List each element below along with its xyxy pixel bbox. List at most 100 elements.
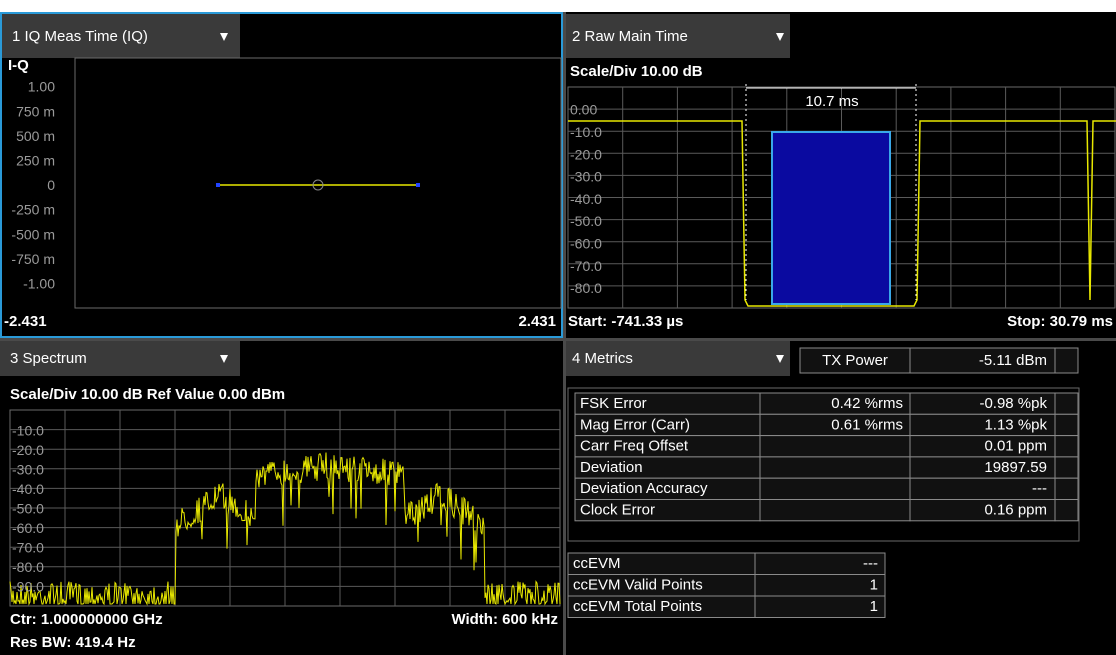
y-label: -30.0 (570, 169, 602, 185)
y-label: -20.0 (12, 442, 44, 458)
iq-point (416, 183, 420, 187)
cell (759, 456, 911, 479)
metric-value: --- (1032, 480, 1047, 497)
panel-title: 3 Spectrum (10, 350, 87, 367)
metric-rms: 0.61 %rms (831, 416, 903, 433)
cell (1054, 435, 1079, 458)
dropdown-arrow[interactable] (776, 33, 784, 41)
y-label: -750 m (11, 251, 55, 267)
panel-iq: 1 IQ Meas Time (IQ) I-Q 1.00 750 m 500 m 25… (0, 12, 563, 338)
metric-value: 19897.59 (984, 459, 1047, 476)
metric-label: Mag Error (Carr) (580, 416, 690, 433)
y-label: -20.0 (570, 146, 602, 162)
y-label: 1.00 (28, 79, 55, 95)
cell (1054, 477, 1079, 501)
cell (1054, 499, 1079, 522)
x-max: 2.431 (518, 313, 556, 330)
y-label: 0.00 (570, 102, 597, 118)
cell (759, 477, 911, 501)
panel-metrics: 4 Metrics TX Power -5.11 dBm FSK Error 0.… (566, 341, 1080, 618)
metric-label: Deviation (580, 459, 643, 476)
cell (754, 574, 886, 597)
ccevm-value: --- (863, 555, 878, 572)
plot-area (74, 57, 562, 309)
metric-rms: 0.42 %rms (831, 395, 903, 412)
scale-label: Scale/Div 10.00 dB (570, 63, 703, 80)
y-label: -70.0 (570, 258, 602, 274)
y-label: 500 m (16, 128, 55, 144)
cell (759, 435, 911, 458)
metric-label: FSK Error (580, 395, 647, 412)
y-label: -30.0 (12, 462, 44, 478)
y-label: -60.0 (570, 236, 602, 252)
x-min: -2.431 (4, 313, 47, 330)
stop-label: Stop: 30.79 ms (1007, 313, 1113, 330)
dropdown-arrow[interactable] (220, 33, 228, 41)
cell (754, 595, 886, 618)
ccevm-label: ccEVM (573, 555, 621, 572)
spectrum-trace (9, 452, 561, 606)
y-label: -500 m (11, 226, 55, 242)
y-label: -80.0 (570, 280, 602, 296)
res-bw-label: Res BW: 419.4 Hz (10, 634, 136, 651)
y-label: -70.0 (12, 540, 44, 556)
panel-selected-border (0, 12, 563, 338)
metric-label: Deviation Accuracy (580, 480, 708, 497)
burst-region (771, 131, 891, 305)
cell (1054, 456, 1079, 479)
metric-label: Carr Freq Offset (580, 438, 689, 455)
axis-label: I-Q (8, 57, 29, 74)
tx-power-value: -5.11 dBm (979, 352, 1047, 369)
divider-h (0, 338, 1116, 341)
ccevm-value: 1 (870, 598, 878, 615)
y-label: -40.0 (570, 191, 602, 207)
y-label: -250 m (11, 202, 55, 218)
ccevm-value: 1 (870, 576, 878, 593)
dropdown-arrow[interactable] (220, 355, 228, 363)
metric-value: 0.01 ppm (984, 438, 1047, 455)
iq-origin (312, 179, 324, 191)
y-label: -10.0 (12, 423, 44, 439)
ccevm-label: ccEVM Valid Points (573, 576, 703, 593)
panel-tab[interactable] (2, 14, 240, 58)
y-label: -1.00 (23, 276, 55, 292)
panel-tab[interactable] (0, 341, 240, 376)
grid (10, 410, 560, 606)
cell (1054, 413, 1079, 437)
y-label: 250 m (16, 153, 55, 169)
cell (759, 499, 911, 522)
cell (909, 347, 1056, 374)
start-label: Start: -741.33 µs (568, 313, 683, 330)
metric-value: 0.16 ppm (984, 501, 1047, 518)
metric-value: -0.98 %pk (979, 395, 1047, 412)
y-label: -60.0 (12, 520, 44, 536)
iq-point (216, 183, 220, 187)
panel-title: 2 Raw Main Time (572, 28, 688, 45)
center-label: Ctr: 1.000000000 GHz (10, 611, 163, 628)
metrics-box (567, 387, 1080, 542)
cell (799, 347, 911, 374)
marker-label: 10.7 ms (805, 93, 858, 110)
cell (1054, 392, 1079, 415)
divider-v (563, 12, 566, 655)
y-label: 0 (47, 177, 55, 193)
width-label: Width: 600 kHz (451, 611, 558, 628)
panel-tab[interactable] (566, 341, 790, 376)
panel-title: 4 Metrics (572, 350, 633, 367)
time-trace (568, 120, 1116, 307)
y-label: -10.0 (570, 124, 602, 140)
panel-raw-time: 2 Raw Main Time Scale/Div 10.00 dB 10.7 … (566, 14, 1116, 330)
scale-label: Scale/Div 10.00 dB Ref Value 0.00 dBm (10, 386, 285, 403)
y-label: -90.0 (12, 579, 44, 595)
y-label: -80.0 (12, 559, 44, 575)
cell (1054, 347, 1079, 374)
dropdown-arrow[interactable] (776, 355, 784, 363)
panel-spectrum: 3 Spectrum Scale/Div 10.00 dB Ref Value … (0, 341, 561, 651)
metric-label: Clock Error (580, 501, 655, 518)
metric-value: 1.13 %pk (984, 416, 1047, 433)
panel-tab[interactable] (566, 14, 790, 58)
ccevm-label: ccEVM Total Points (573, 598, 702, 615)
y-label: -50.0 (12, 501, 44, 517)
y-label: -40.0 (12, 481, 44, 497)
